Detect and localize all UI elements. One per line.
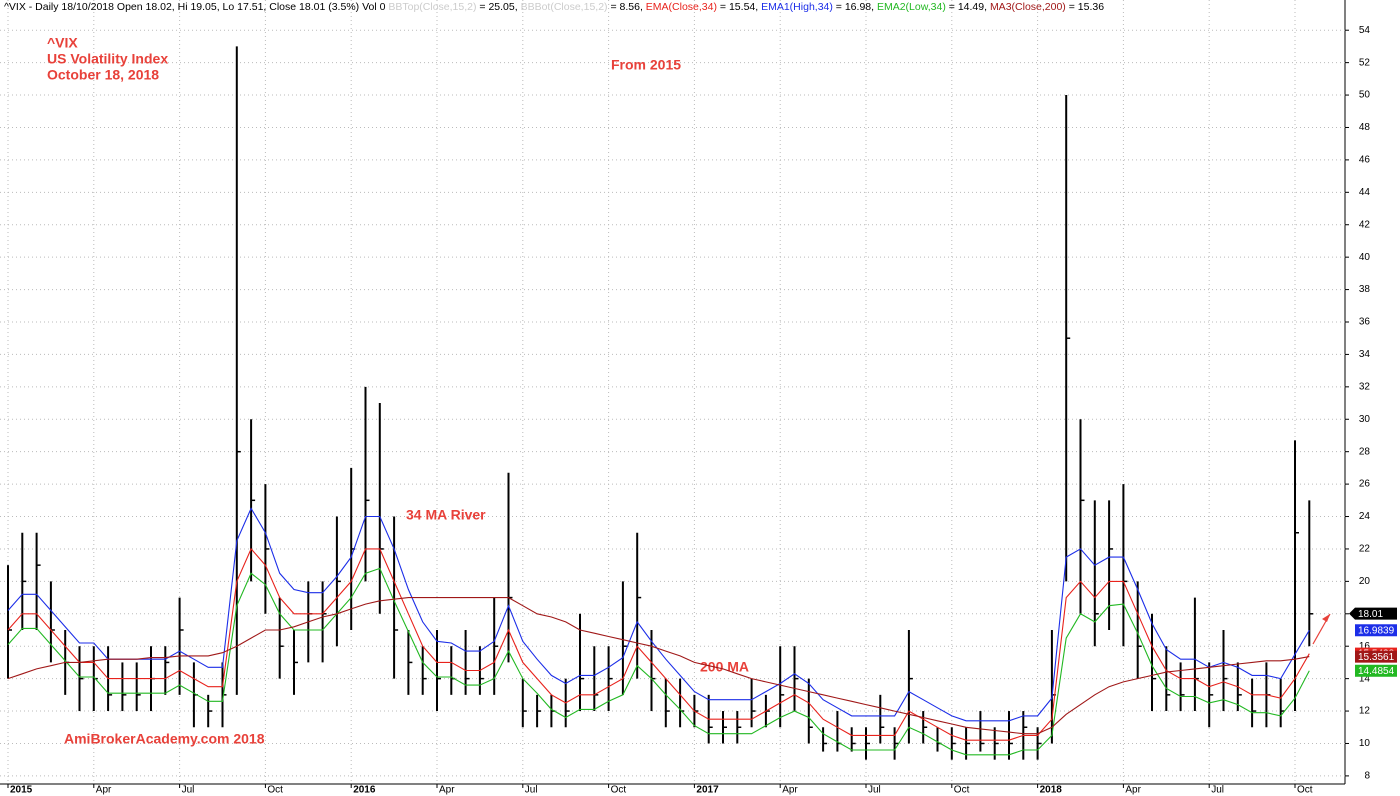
value-tag-label: 18.01 xyxy=(1358,609,1383,620)
y-tick-label: 48 xyxy=(1359,122,1371,133)
x-tick-label: Jul xyxy=(525,785,538,796)
value-tag xyxy=(1355,624,1397,637)
header-item: EMA2(Low,34) xyxy=(877,1,946,13)
x-tick-label: Oct xyxy=(1297,785,1313,796)
y-tick-label: 34 xyxy=(1359,349,1371,360)
annotation: From 2015 xyxy=(611,57,681,73)
ma-line xyxy=(7,597,1310,735)
y-tick-label: 24 xyxy=(1359,511,1371,522)
header-item: = 14.49, xyxy=(949,1,987,13)
title-line: ^VIX xyxy=(47,35,78,51)
x-tick-label: Apr xyxy=(96,785,112,796)
y-tick-label: 36 xyxy=(1359,317,1371,328)
y-tick-label: 32 xyxy=(1359,381,1371,392)
header-item: = 15.36 xyxy=(1069,1,1104,13)
x-tick-label: Oct xyxy=(954,785,970,796)
x-tick-label: Apr xyxy=(1125,785,1141,796)
header-item: = 15.54, xyxy=(720,1,758,13)
y-tick-label: 28 xyxy=(1359,446,1371,457)
x-tick-label: 2016 xyxy=(353,785,376,796)
x-tick-label: Jul xyxy=(182,785,195,796)
header-item: = 8.56, xyxy=(610,1,642,13)
value-tag xyxy=(1355,650,1397,663)
value-tag-label: 15.3561 xyxy=(1358,652,1395,663)
y-tick-label: 38 xyxy=(1359,284,1371,295)
y-tick-label: 20 xyxy=(1359,576,1371,587)
value-tag-label: 16.9839 xyxy=(1358,625,1395,636)
y-tick-label: 40 xyxy=(1359,252,1371,263)
x-tick-label: Apr xyxy=(439,785,455,796)
annotation: 34 MA River xyxy=(406,507,486,523)
header-item: = 16.98, xyxy=(836,1,874,13)
header-item: EMA1(High,34) xyxy=(761,1,833,13)
y-tick-label: 22 xyxy=(1359,544,1371,555)
y-tick-label: 42 xyxy=(1359,219,1371,230)
y-tick-label: 54 xyxy=(1359,25,1371,36)
value-tag xyxy=(1355,664,1397,677)
value-tag-point xyxy=(1349,607,1355,620)
header-item: EMA(Close,34) xyxy=(646,1,717,13)
y-tick-label: 12 xyxy=(1359,706,1371,717)
x-tick-label: 2015 xyxy=(10,785,33,796)
y-tick-label: 30 xyxy=(1359,414,1371,425)
annotation: AmiBrokerAcademy.com 2018 xyxy=(64,731,265,747)
x-tick-label: Oct xyxy=(267,785,283,796)
ma-line xyxy=(7,567,1310,756)
y-tick-label: 46 xyxy=(1359,155,1371,166)
header: ^VIX - Daily 18/10/2018 Open 18.02, Hi 1… xyxy=(4,1,1104,13)
title-line: October 18, 2018 xyxy=(47,67,159,83)
y-tick-label: 16 xyxy=(1359,641,1371,652)
y-tick-label: 50 xyxy=(1359,90,1371,101)
x-tick-label: Jul xyxy=(1211,785,1224,796)
y-tick-label: 14 xyxy=(1359,673,1371,684)
ma-line xyxy=(7,507,1310,722)
x-tick-label: 2018 xyxy=(1040,785,1063,796)
header-item: BBTop(Close,15,2) xyxy=(388,1,476,13)
y-tick-label: 44 xyxy=(1359,187,1371,198)
y-tick-label: 26 xyxy=(1359,479,1371,490)
y-tick-label: 8 xyxy=(1364,771,1370,782)
x-tick-label: Apr xyxy=(782,785,798,796)
arrow-head xyxy=(1322,614,1330,622)
y-tick-label: 52 xyxy=(1359,57,1371,68)
value-tag xyxy=(1355,607,1397,620)
x-tick-label: Oct xyxy=(611,785,627,796)
header-item: = 25.05, xyxy=(479,1,517,13)
x-tick-label: 2017 xyxy=(696,785,719,796)
title-line: US Volatility Index xyxy=(47,51,168,67)
ma-line xyxy=(7,547,1310,741)
header-item: MA3(Close,200) xyxy=(990,1,1066,13)
y-tick-label: 10 xyxy=(1359,738,1371,749)
value-tag-label: 14.4854 xyxy=(1358,666,1395,677)
x-tick-label: Jul xyxy=(868,785,881,796)
header-item: BBBot(Close,15,2) xyxy=(521,1,608,13)
header-item: ^VIX - Daily 18/10/2018 Open 18.02, Hi 1… xyxy=(4,1,386,13)
annotation: 200 MA xyxy=(700,659,749,675)
